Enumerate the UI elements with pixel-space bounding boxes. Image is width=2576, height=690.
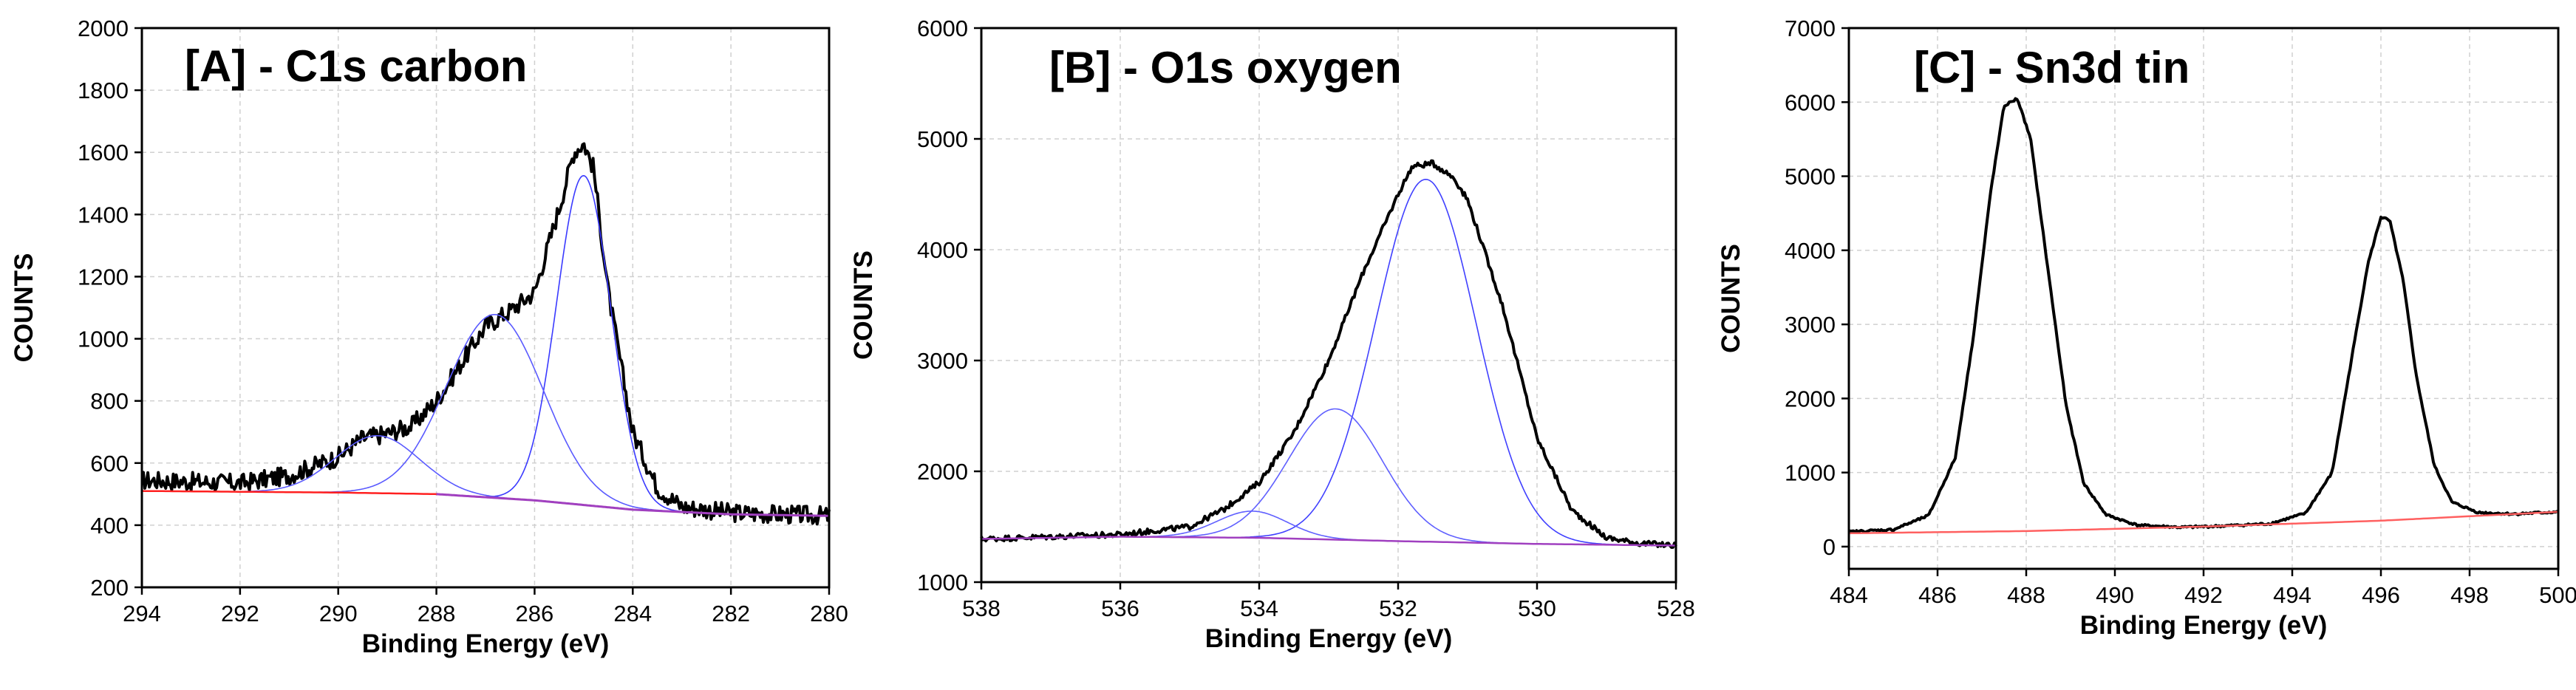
x-axis-title: Binding Energy (eV) [362, 629, 609, 658]
y-tick-label: 5000 [917, 126, 968, 152]
x-tick-label: 534 [1240, 595, 1278, 621]
y-tick-label: 1600 [78, 140, 129, 165]
x-tick-label: 488 [2007, 582, 2045, 608]
y-tick-label: 600 [90, 451, 129, 476]
panel-title: [B] - O1s oxygen [1049, 43, 1402, 92]
x-tick-label: 530 [1518, 595, 1556, 621]
y-tick-label: 1400 [78, 202, 129, 228]
x-tick-label: 284 [613, 601, 652, 626]
y-tick-label: 400 [90, 513, 129, 539]
x-tick-label: 282 [712, 601, 750, 626]
panel-c-sn3d-chart: 484 486 488 490 492 494 496 498 5000100020003000… [1717, 16, 2576, 640]
x-axis-title: Binding Energy (eV) [2080, 611, 2327, 640]
x-tick-label: 484 [1830, 582, 1868, 608]
x-tick-label: 528 [1657, 595, 1695, 621]
y-tick-label: 2000 [1785, 386, 1836, 411]
x-tick-label: 290 [319, 601, 358, 626]
spectrum-line [980, 159, 1677, 549]
x-tick-label: 288 [418, 601, 456, 626]
y-tick-label: 4000 [917, 237, 968, 263]
y-tick-label: 1000 [1785, 460, 1836, 486]
panel-a-c1s-chart: 294 292 290 288 286 284 282 280 200 400 600 800 1000… [10, 16, 848, 658]
y-tick-label: 3000 [917, 348, 968, 374]
y-axis-title: COUNTS [849, 250, 878, 360]
y-tick-label: 0 [1823, 534, 1836, 560]
y-tick-label: 2000 [917, 459, 968, 485]
y-tick-label: 6000 [917, 16, 968, 41]
component-peak-line [293, 314, 697, 513]
y-tick-label: 800 [90, 389, 129, 414]
y-tick-label: 4000 [1785, 238, 1836, 264]
envelope-fit-line [436, 493, 830, 517]
spectrum-line [141, 142, 831, 526]
panel-title: [A] - C1s carbon [185, 41, 527, 91]
x-tick-label: 498 [2450, 582, 2489, 608]
y-tick-label: 1000 [917, 570, 968, 595]
component-peak-line [469, 175, 698, 513]
x-tick-label: 292 [221, 601, 259, 626]
x-tick-label: 294 [123, 601, 161, 626]
plot-frame [140, 27, 831, 589]
y-axis-title: COUNTS [1717, 244, 1745, 353]
x-tick-label: 280 [810, 601, 848, 626]
y-tick-label: 6000 [1785, 89, 1836, 115]
x-tick-label: 494 [2273, 582, 2311, 608]
x-tick-label: 492 [2184, 582, 2223, 608]
y-tick-label: 5000 [1785, 164, 1836, 190]
x-tick-label: 536 [1101, 595, 1139, 621]
x-tick-label: 538 [962, 595, 1001, 621]
x-tick-label: 486 [1918, 582, 1957, 608]
y-tick-label: 3000 [1785, 312, 1836, 338]
component-peak-line [1137, 408, 1534, 544]
y-tick-label: 1800 [78, 78, 129, 103]
y-tick-label: 7000 [1785, 16, 1836, 41]
component-peak-line [1215, 179, 1637, 546]
y-tick-label: 1200 [78, 264, 129, 290]
y-tick-label: 200 [90, 575, 129, 601]
component-peak-line [202, 435, 553, 503]
y-axis-title: COUNTS [10, 253, 38, 363]
x-tick-label: 500 [2539, 582, 2576, 608]
background-line [981, 536, 1677, 547]
x-tick-label: 490 [2096, 582, 2134, 608]
background-line [1848, 510, 2559, 535]
x-axis-title: Binding Energy (eV) [1205, 624, 1452, 653]
y-tick-label: 1000 [78, 327, 129, 352]
panel-title: [C] - Sn3d tin [1914, 43, 2190, 92]
y-tick-label: 2000 [78, 16, 129, 41]
plot-frame [980, 27, 1677, 584]
x-tick-label: 286 [516, 601, 554, 626]
x-tick-label: 532 [1379, 595, 1417, 621]
panel-b-o1s-chart: 538 536 534 532 530 528 1000 2000 3000 4000 5000 60… [849, 16, 1695, 653]
x-tick-label: 496 [2362, 582, 2400, 608]
